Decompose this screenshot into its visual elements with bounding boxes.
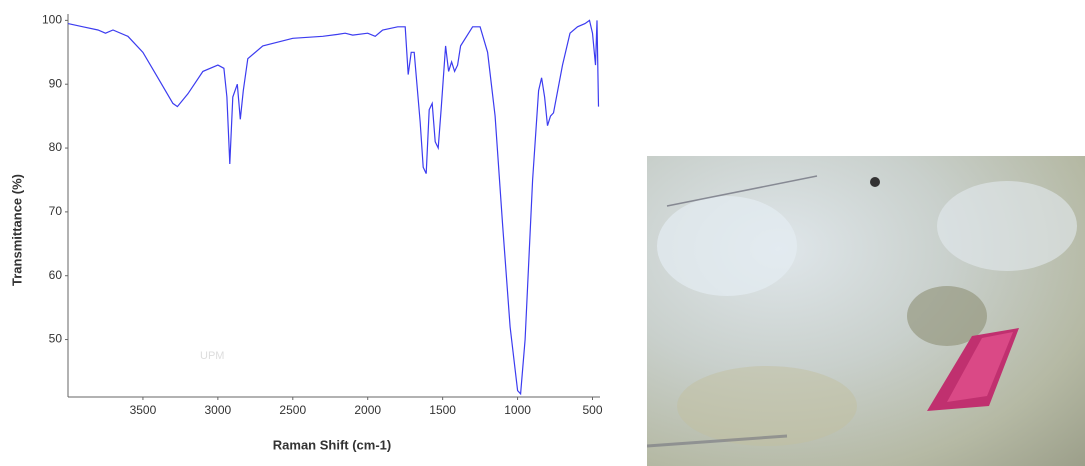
x-tick-label: 500 — [582, 403, 602, 417]
x-tick-label: 1500 — [429, 403, 456, 417]
y-tick-label: 100 — [42, 13, 62, 27]
y-tick-label: 90 — [49, 76, 63, 90]
y-tick-label: 60 — [49, 268, 63, 282]
x-tick-label: 2000 — [354, 403, 381, 417]
y-tick-label: 50 — [49, 332, 63, 346]
x-tick-label: 3000 — [205, 403, 232, 417]
x-tick-label: 3500 — [130, 403, 157, 417]
x-tick-label: 2500 — [279, 403, 306, 417]
x-tick-label: 1000 — [504, 403, 531, 417]
x-axis-title: Raman Shift (cm-1) — [273, 437, 391, 452]
spectrum-line — [68, 20, 599, 393]
y-axis-title: Transmittance (%) — [9, 174, 24, 286]
page: {"chart_data": {"type": "line", "ylabel"… — [0, 0, 1085, 466]
y-tick-label: 70 — [49, 204, 63, 218]
watermark: UPM — [200, 350, 224, 362]
photo-detail — [647, 156, 1085, 466]
microscope-photo — [647, 156, 1085, 466]
y-tick-label: 80 — [49, 140, 63, 154]
chart: Transmittance (%) Raman Shift (cm-1) UPM… — [0, 0, 640, 466]
